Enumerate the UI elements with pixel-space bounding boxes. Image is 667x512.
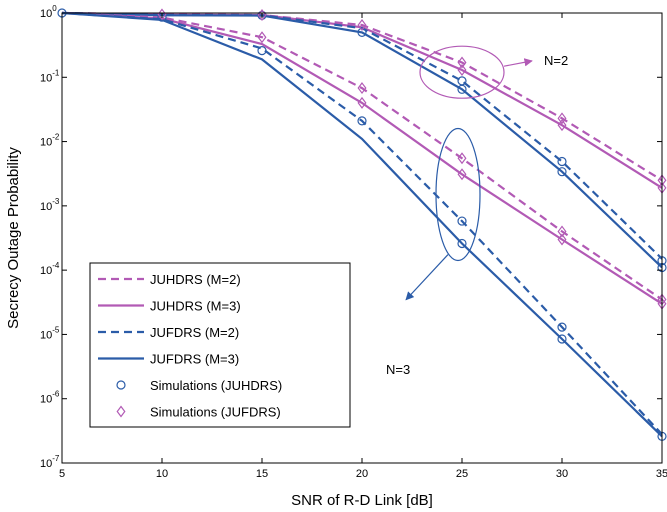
n2-arrow [503,58,533,67]
legend-label: JUHDRS (M=2) [150,272,241,287]
y-axis-title: Secrecy Outage Probability [5,147,22,329]
simulation-diamond-marker [557,225,567,238]
simulation-diamond-marker [557,112,567,125]
x-tick-label: 30 [556,468,568,480]
n3-ellipse [435,127,481,262]
simulation-circle-marker [457,76,467,86]
legend-label: JUFDRS (M=2) [150,325,239,340]
simulation-diamond-marker [457,63,467,76]
x-tick-label: 5 [59,468,65,480]
y-tick-label: 10-1 [40,68,60,84]
n2-label: N=2 [544,53,568,68]
y-tick-label: 10-4 [40,261,60,277]
x-tick-label: 10 [156,468,168,480]
y-tick-label: 10-7 [40,454,60,470]
x-tick-label: 20 [356,468,368,480]
simulation-circle-marker [357,116,367,126]
series-line [61,11,663,301]
simulation-diamond-marker [557,233,567,246]
simulation-circle-marker [116,380,126,390]
legend-label: JUFDRS (M=3) [150,352,239,367]
axis-ticks: 5 10 15 20 25 30 35 10-7 10-6 10-5 10-4 10-3 10-2 10-… [40,4,667,480]
x-tick-label: 35 [656,468,667,480]
simulation-circle-marker [357,27,367,37]
series-line [61,11,663,436]
simulation-diamond-marker [116,405,126,418]
y-tick-label: 10-2 [40,133,60,149]
simulation-diamond-marker [357,19,367,32]
simulation-diamond-marker [257,31,267,44]
legend-box [89,262,351,428]
simulation-circle-marker [557,322,567,332]
legend-label: JUHDRS (M=3) [150,299,241,314]
simulation-diamond-marker [457,168,467,181]
y-tick-label: 10-5 [40,325,60,341]
simulation-circle-marker [457,216,467,226]
simulation-circle-marker [557,156,567,167]
legend: JUHDRS (M=2) JUHDRS (M=3) JUFDRS (M=2) JUFD… [89,262,351,428]
simulation-circle-marker [457,238,467,249]
simulation-circle-marker [557,334,567,344]
legend-label: Simulations (JUHDRS) [150,378,282,393]
y-tick-label: 10-6 [40,390,60,406]
annotations: N=2 N=3 [386,45,568,377]
y-tick-label: 10-3 [40,197,60,213]
simulation-diamond-marker [357,82,367,95]
simulation-diamond-marker [457,56,467,69]
simulation-diamond-marker [557,119,567,132]
simulation-diamond-marker [357,96,367,109]
y-tick-label: 100 [40,4,57,20]
simulation-circle-marker [257,46,267,56]
n2-ellipse [419,45,505,99]
x-tick-label: 15 [256,468,268,480]
legend-label: Simulations (JUFDRS) [150,405,281,420]
simulation-circle-marker [557,167,567,177]
n3-arrow [405,254,449,301]
x-axis-title: SNR of R-D Link [dB] [291,492,433,509]
series-line [61,11,663,182]
n3-label: N=3 [386,362,410,377]
simulation-diamond-marker [457,152,467,165]
x-tick-label: 25 [456,468,468,480]
